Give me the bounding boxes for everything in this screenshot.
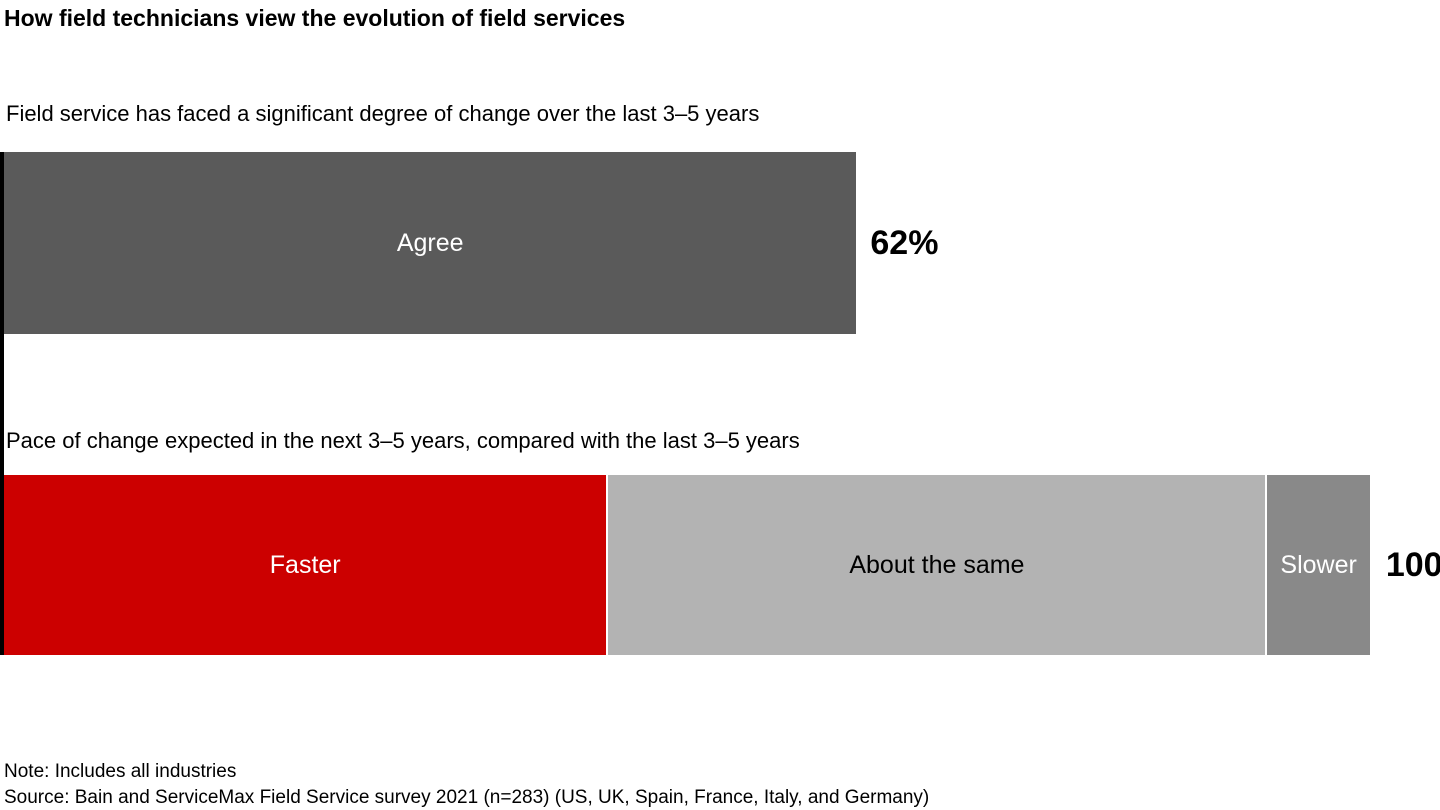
slower-segment-label: Slower bbox=[1280, 550, 1357, 579]
agree-bar: Agree bbox=[4, 152, 857, 334]
page-title: How field technicians view the evolution… bbox=[4, 5, 626, 31]
faster-segment: Faster bbox=[4, 475, 607, 655]
y-axis-line bbox=[0, 152, 4, 655]
total-value-label: 100 bbox=[1385, 545, 1440, 584]
source-line: Source: Bain and ServiceMax Field Servic… bbox=[4, 787, 930, 808]
pace-bar-row: Faster About the same Slower 100 bbox=[4, 475, 1440, 655]
question-2-label: Pace of change expected in the next 3–5 … bbox=[6, 428, 800, 453]
faster-segment-label: Faster bbox=[269, 550, 341, 579]
about-the-same-segment-label: About the same bbox=[849, 550, 1025, 579]
question-1-label: Field service has faced a significant de… bbox=[6, 101, 760, 126]
slower-segment: Slower bbox=[1267, 475, 1370, 655]
note-line: Note: Includes all industries bbox=[4, 761, 237, 782]
agree-bar-row: Agree 62% bbox=[4, 152, 1370, 334]
about-the-same-segment: About the same bbox=[608, 475, 1266, 655]
footnote-block: Note: Includes all industries Source: Ba… bbox=[4, 759, 929, 810]
agree-bar-label: Agree bbox=[396, 228, 464, 257]
agree-value-label: 62% bbox=[870, 223, 939, 262]
